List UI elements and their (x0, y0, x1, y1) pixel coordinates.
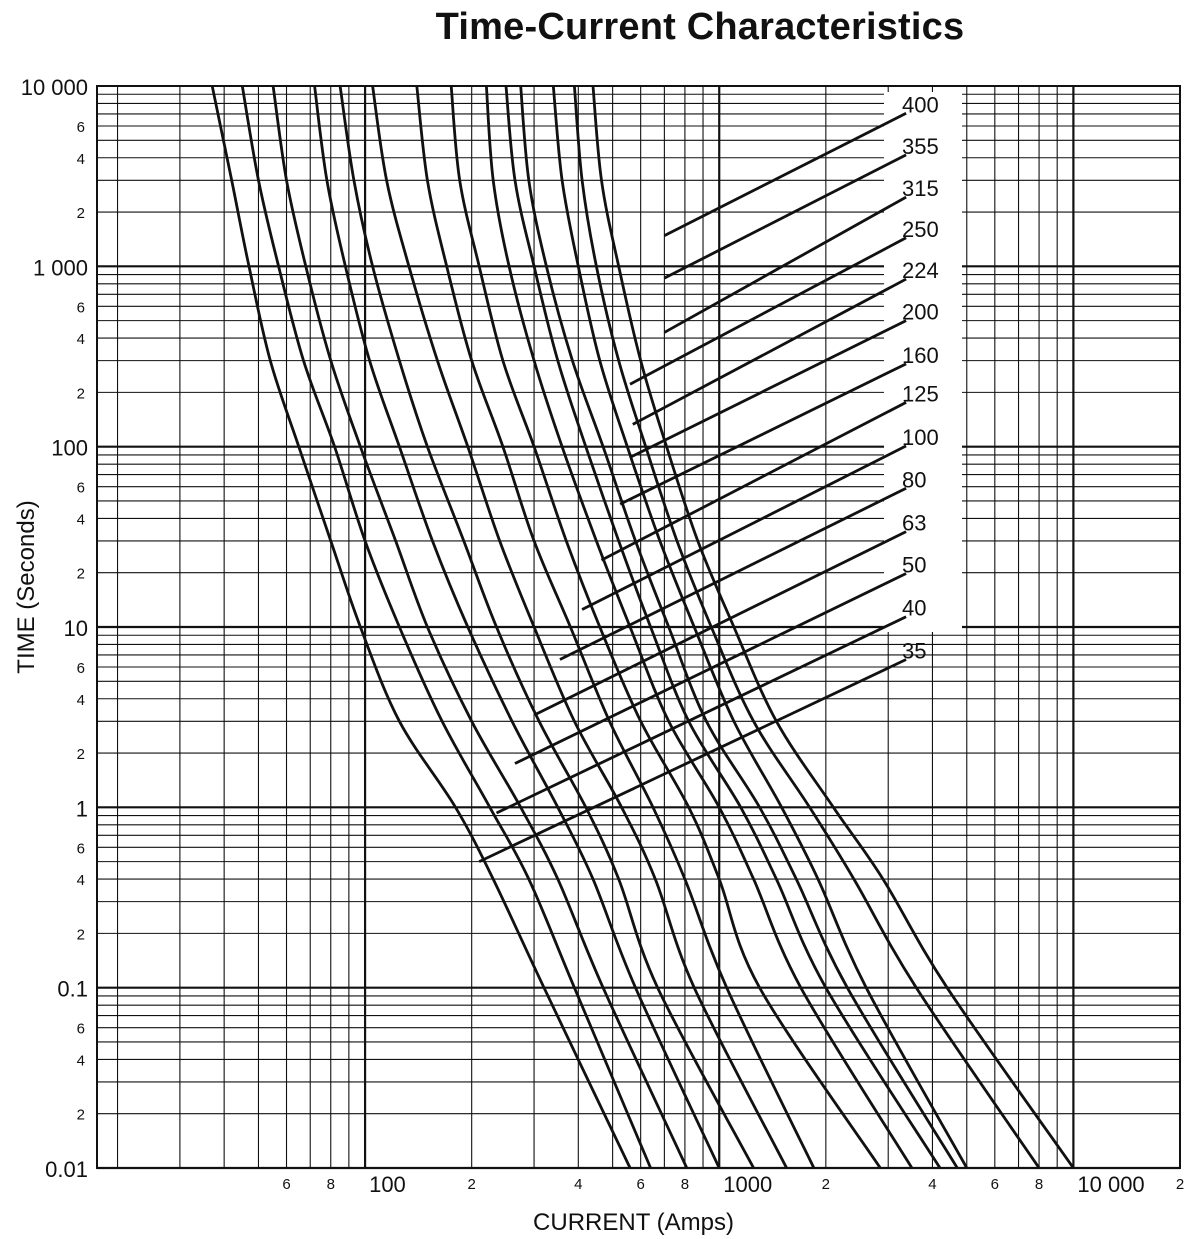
x-minor-tick-label: 6 (636, 1176, 644, 1193)
y-minor-tick-label: 4 (77, 151, 85, 168)
rating-label-200: 200 (902, 300, 939, 325)
rating-label-100: 100 (902, 425, 939, 450)
y-minor-tick-label: 2 (77, 926, 85, 943)
x-minor-tick-label: 8 (327, 1176, 335, 1193)
rating-label-224: 224 (902, 258, 939, 283)
fuse-curve-224 (504, 85, 942, 1169)
fuse-curve-400 (591, 85, 1075, 1169)
y-major-tick-label: 0.01 (45, 1157, 88, 1182)
fuse-curve-50 (271, 85, 689, 1169)
y-minor-tick-label: 6 (77, 299, 85, 316)
fuse-curve-63 (313, 85, 721, 1169)
rating-label-250: 250 (902, 217, 939, 242)
y-minor-tick-label: 6 (77, 660, 85, 677)
y-minor-tick-label: 4 (77, 872, 85, 889)
x-major-tick-label: 100 (369, 1172, 406, 1197)
leader-line-315 (663, 195, 907, 334)
x-minor-tick-label: 6 (282, 1176, 290, 1193)
y-major-tick-label: 10 (64, 616, 88, 641)
rating-label-background (884, 92, 962, 632)
leader-line-35 (478, 658, 907, 863)
grid-lines (96, 85, 1181, 1170)
rating-label-80: 80 (902, 467, 926, 492)
y-minor-tick-label: 6 (77, 1021, 85, 1038)
y-minor-tick-label: 2 (77, 385, 85, 402)
y-minor-tick-label: 4 (77, 692, 85, 709)
y-minor-tick-label: 4 (77, 511, 85, 528)
leader-line-355 (663, 153, 907, 280)
y-minor-tick-label: 4 (77, 1052, 85, 1069)
x-minor-tick-label: 6 (991, 1176, 999, 1193)
fuse-curve-315 (551, 85, 969, 1169)
fuse-curve-250 (519, 85, 959, 1169)
y-minor-tick-label: 2 (77, 205, 85, 222)
x-minor-tick-label: 2 (468, 1176, 476, 1193)
rating-label-35: 35 (902, 639, 926, 664)
leader-line-224 (632, 277, 907, 426)
fuse-curves (210, 85, 1075, 1169)
x-minor-tick-label: 4 (574, 1176, 582, 1193)
y-major-tick-label: 1 (76, 796, 88, 821)
leader-line-63 (535, 530, 907, 716)
axis-and-rating-text: 400355315250224200160125100806350403510 … (21, 75, 1184, 1197)
fuse-curve-125 (415, 85, 816, 1169)
rating-label-63: 63 (902, 511, 926, 536)
x-minor-tick-label: 4 (928, 1176, 936, 1193)
y-minor-tick-label: 2 (77, 746, 85, 763)
rating-label-40: 40 (902, 596, 926, 621)
x-major-tick-label: 10 000 (1077, 1172, 1144, 1197)
leader-line-50 (514, 572, 907, 765)
x-minor-tick-label: 8 (681, 1176, 689, 1193)
leader-line-125 (600, 401, 907, 562)
x-major-tick-label: 1000 (723, 1172, 772, 1197)
leader-line-40 (495, 615, 907, 815)
fuse-curve-35 (210, 85, 632, 1169)
chart-title: Time-Current Characteristics (435, 6, 965, 48)
y-major-tick-label: 0.1 (57, 977, 88, 1002)
fuse-curve-200 (485, 85, 914, 1169)
y-minor-tick-label: 6 (77, 119, 85, 136)
rating-label-315: 315 (902, 176, 939, 201)
y-minor-tick-label: 4 (77, 331, 85, 348)
y-major-tick-label: 100 (51, 436, 88, 461)
y-minor-tick-label: 6 (77, 840, 85, 857)
y-minor-tick-label: 2 (77, 566, 85, 583)
leader-line-160 (619, 362, 907, 506)
leader-line-200 (630, 319, 907, 458)
y-minor-tick-label: 2 (77, 1107, 85, 1124)
fuse-curve-80 (338, 85, 755, 1169)
fuse-curve-100 (371, 85, 788, 1169)
rating-label-160: 160 (902, 343, 939, 368)
fuse-curve-355 (573, 85, 1041, 1169)
rating-leader-lines (478, 112, 907, 863)
rating-label-355: 355 (902, 134, 939, 159)
y-axis-label: TIME (Seconds) (13, 500, 40, 673)
rating-label-panel (884, 92, 962, 632)
x-minor-tick-label: 2 (1176, 1176, 1184, 1193)
rating-label-125: 125 (902, 381, 939, 406)
fuse-curve-160 (449, 85, 882, 1169)
leader-line-100 (581, 444, 907, 611)
rating-label-50: 50 (902, 553, 926, 578)
fuse-curve-40 (240, 85, 652, 1169)
rating-label-400: 400 (902, 92, 939, 117)
x-axis-label: CURRENT (Amps) (533, 1209, 734, 1236)
x-minor-tick-label: 8 (1035, 1176, 1043, 1193)
leader-line-250 (629, 236, 907, 386)
leader-line-80 (559, 487, 907, 661)
x-minor-tick-label: 2 (822, 1176, 830, 1193)
leader-line-400 (663, 112, 907, 237)
y-major-tick-label: 1 000 (33, 255, 88, 280)
y-major-tick-label: 10 000 (21, 75, 88, 100)
y-minor-tick-label: 6 (77, 480, 85, 497)
